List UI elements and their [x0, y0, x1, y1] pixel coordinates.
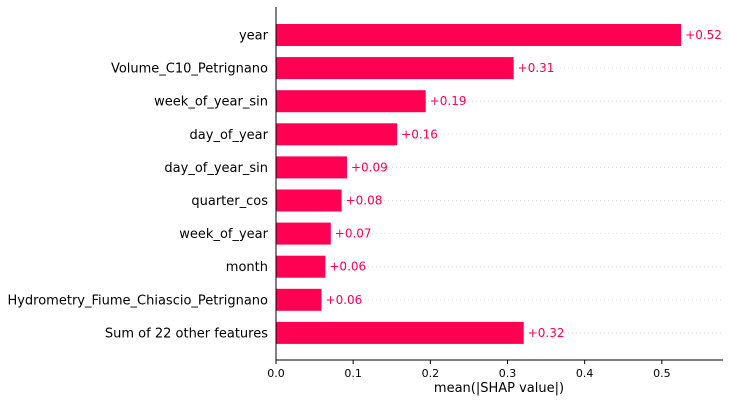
bar — [276, 57, 514, 80]
bars — [276, 24, 682, 344]
value-label: +0.06 — [329, 260, 366, 274]
x-tick-label: 0.5 — [653, 367, 671, 380]
category-label: week_of_year — [179, 227, 268, 242]
value-label: +0.09 — [351, 160, 388, 174]
bar — [276, 123, 398, 146]
value-label: +0.19 — [430, 94, 467, 108]
x-tick-label: 0.1 — [344, 367, 362, 380]
bar — [276, 288, 322, 311]
value-label: +0.31 — [518, 61, 555, 75]
x-tick-label: 0.4 — [576, 367, 594, 380]
value-labels: +0.52 +0.31 +0.19 +0.16 +0.09 +0.08 +0.07 +0.06… — [326, 28, 722, 340]
value-label: +0.06 — [326, 293, 363, 307]
category-label: quarter_cos — [191, 194, 268, 209]
category-label: week_of_year_sin — [154, 95, 268, 110]
category-label: year — [239, 29, 269, 44]
x-tick-label: 0.0 — [267, 367, 285, 380]
category-label: Sum of 22 other features — [105, 326, 268, 341]
x-tick-label: 0.2 — [422, 367, 440, 380]
category-labels: year Volume_C10_Petrignano week_of_year_si… — [7, 29, 268, 342]
axes: 0.0 0.1 0.2 0.3 0.4 0.5 — [267, 7, 723, 380]
category-label: month — [226, 260, 268, 275]
bar — [276, 156, 347, 179]
bar — [276, 222, 331, 245]
value-label: +0.08 — [346, 194, 383, 208]
value-label: +0.32 — [528, 326, 565, 340]
bar — [276, 321, 524, 344]
category-label: day_of_year_sin — [164, 161, 268, 176]
value-label: +0.07 — [335, 227, 372, 241]
bar — [276, 189, 342, 212]
bar — [276, 24, 682, 46]
value-label: +0.52 — [685, 28, 722, 42]
bar — [276, 90, 426, 113]
x-axis-title: mean(|SHAP value|) — [434, 381, 564, 396]
bar — [276, 255, 326, 278]
category-label: day_of_year — [190, 128, 269, 143]
value-label: +0.16 — [401, 127, 438, 141]
category-label: Volume_C10_Petrignano — [111, 62, 268, 77]
x-tick-label: 0.3 — [499, 367, 517, 380]
category-label: Hydrometry_Fiume_Chiascio_Petrignano — [7, 293, 268, 308]
grid-lines — [276, 34, 722, 334]
